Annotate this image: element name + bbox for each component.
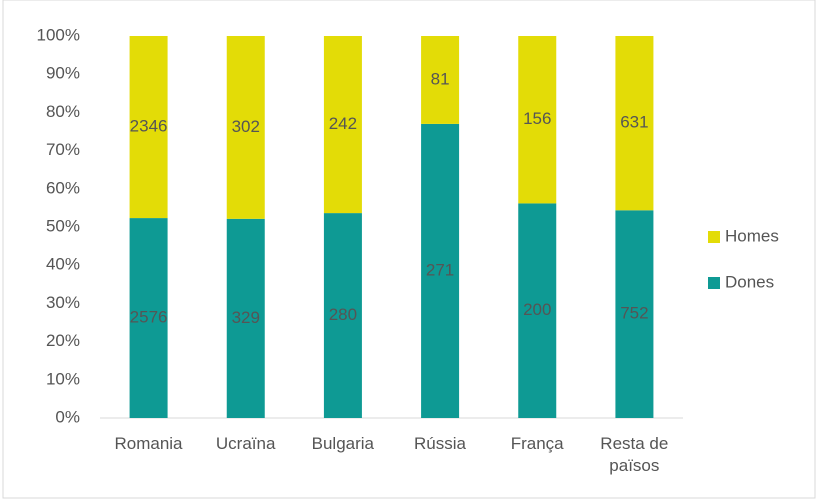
bar-segment [323,36,362,214]
data-label: 631 [620,113,648,132]
data-label: 2576 [130,308,168,327]
bar-segment [615,36,654,211]
x-tick-label: Bulgaria [311,434,375,453]
data-label: 271 [426,260,454,279]
legend-swatch [708,231,720,243]
bar-segment [518,203,557,418]
x-tick-label: Resta de països [600,434,669,475]
bar-segment [129,36,168,219]
y-tick-label: 50% [46,216,80,235]
bar-segment [323,213,362,418]
data-label: 156 [523,109,551,128]
legend-label: Homes [725,226,779,245]
y-tick-label: 30% [46,293,80,312]
x-tick-label: França [510,434,564,453]
x-tick-label: Rússia [414,434,466,453]
legend-swatch [708,277,720,289]
x-tick-label: Romania [114,434,183,453]
bar-segment [226,36,265,219]
y-tick-label: 10% [46,369,80,388]
data-label: 302 [232,117,260,136]
y-tick-label: 100% [37,25,80,44]
y-tick-label: 60% [46,178,80,197]
data-label: 242 [329,114,357,133]
bar-segment [226,218,265,418]
bar-segment [615,210,654,418]
y-tick-label: 20% [46,331,80,350]
data-label: 2346 [130,117,168,136]
data-label: 81 [431,69,450,88]
y-tick-label: 70% [46,140,80,159]
data-label: 329 [232,308,260,327]
bar-segment [421,123,460,418]
data-label: 280 [329,305,357,324]
bar-segment [518,36,557,204]
y-tick-label: 90% [46,64,80,83]
x-tick-label: Ucraïna [215,434,276,453]
bar-segment [129,218,168,418]
bar-segment [421,36,460,124]
y-tick-label: 40% [46,255,80,274]
legend-label: Dones [725,272,774,291]
data-label: 200 [523,300,551,319]
y-tick-label: 80% [46,102,80,121]
y-tick-label: 0% [55,407,80,426]
data-label: 752 [620,304,648,323]
